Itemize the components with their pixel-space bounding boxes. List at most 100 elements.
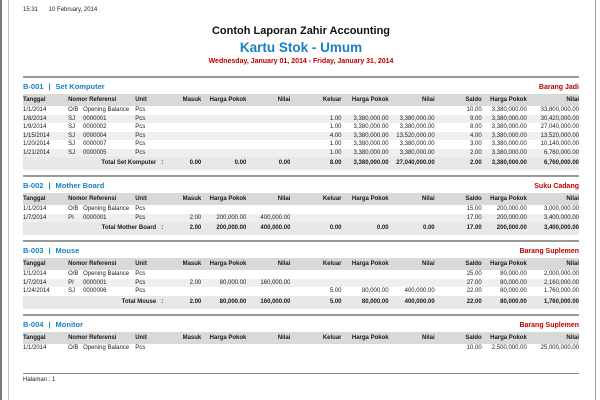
cell-tanggal: 1/1/2014: [23, 344, 47, 351]
cell-saldo-harga-pokok: 3,380,000.00: [491, 132, 527, 139]
section-name: Set Komputer: [55, 82, 105, 91]
cell-saldo-harga-pokok: 80,000.00: [500, 271, 527, 277]
cell-saldo-nilai: 3,400,000.00: [543, 214, 579, 221]
cell-masuk-nilai: [246, 205, 290, 214]
total-keluar-qty: 0.00: [290, 222, 342, 235]
table-row: 1/24/2014 SJ 0000006 Pcs 5.00 80,000.00 …: [23, 287, 579, 296]
section-header-b004: B-004 | Monitor Barang Suplemen: [23, 320, 579, 329]
page-number: Halaman : 1: [23, 377, 56, 383]
cell-masuk-harga-pokok: [201, 140, 246, 149]
table-row: 1/21/2014 SJ 0000005 Pcs 1.00 3,380,000.…: [23, 148, 579, 157]
table-header: Tanggal Nomor Referensi Unit Masuk Harga…: [23, 94, 579, 106]
cell-masuk-qty: [168, 270, 201, 279]
stock-table-b002: Tanggal Nomor Referensi Unit Masuk Harga…: [23, 193, 579, 235]
cell-masuk-nilai: [246, 287, 290, 296]
cell-masuk-harga-pokok: 80,000.00: [219, 279, 247, 286]
section-divider-line: [23, 240, 579, 242]
col-nilai-masuk: Nilai: [246, 94, 291, 106]
cell-keluar-qty: 1.00: [329, 141, 342, 147]
table-row: 1/8/2014 SJ 0000001 Pcs 1.00 3,380,000.0…: [23, 114, 579, 124]
section-category: Barang Jadi: [538, 84, 579, 91]
cell-saldo-harga-pokok: 2,500,000.00: [491, 344, 527, 351]
cell-masuk-qty: 2.00: [189, 214, 202, 221]
section-name: Monitor: [55, 319, 84, 329]
cell-masuk-qty: [168, 344, 201, 353]
table-body: 1/1/2014 O/B Opening Balance Pcs 10.00 3…: [23, 106, 579, 157]
col-harga-pokok-keluar: Harga Pokok: [341, 193, 389, 205]
cell-unit: Pcs: [135, 107, 146, 113]
cell-tanggal: 1/7/2014: [23, 279, 47, 286]
cell-saldo-nilai: 27,040,000.00: [540, 124, 579, 130]
cell-masuk-harga-pokok: [201, 344, 246, 353]
total-label: Total Set Komputer:: [23, 157, 169, 170]
total-saldo-harga-pokok: 3,380,000.00: [481, 157, 527, 170]
cell-unit: Pcs: [135, 141, 146, 147]
cell-saldo-qty: 4.00: [470, 132, 482, 139]
table-row: 1/1/2014 O/B Opening Balance Pcs 25.00 8…: [23, 270, 579, 279]
total-masuk-nilai: 400,000.00: [246, 222, 291, 235]
total-saldo-qty: 2.00: [434, 157, 482, 170]
cell-tanggal: 1/9/2014: [23, 124, 47, 130]
cell-keluar-nilai: [389, 205, 435, 214]
col-nilai-keluar: Nilai: [388, 193, 435, 205]
cell-keluar-harga-pokok: 3,380,000.00: [353, 124, 389, 130]
total-saldo-qty: 22.00: [434, 295, 482, 309]
cell-unit: Pcs: [135, 214, 146, 221]
cell-keluar-qty: 1.00: [329, 149, 342, 156]
total-saldo-nilai: 6,760,000.00: [526, 157, 579, 170]
section-title: B-004 | Monitor: [23, 320, 83, 329]
cell-saldo-qty: 10.00: [466, 344, 482, 351]
cell-ref-no: Opening Balance: [83, 107, 130, 113]
col-masuk: Masuk: [168, 193, 202, 205]
total-masuk-harga-pokok: 200,000.00: [201, 222, 247, 235]
stock-table-b001: Tanggal Nomor Referensi Unit Masuk Harga…: [23, 94, 579, 170]
cell-saldo-qty: 22.00: [466, 288, 482, 294]
cell-masuk-qty: [168, 123, 201, 132]
cell-unit: Pcs: [135, 279, 146, 286]
section-header-b002: B-002 | Mother Board Suku Cadang: [23, 181, 579, 190]
section-title: B-002 | Mother Board: [23, 181, 104, 190]
section-category: Suku Cadang: [534, 183, 579, 190]
cell-masuk-harga-pokok: [201, 132, 246, 141]
cell-ref-no: Opening Balance: [83, 271, 130, 277]
cell-saldo-nilai: 33,800,000.00: [540, 107, 579, 113]
total-masuk-nilai: 0.00: [246, 157, 291, 170]
cell-ref-type: SJ: [68, 288, 76, 294]
section-divider: |: [48, 319, 51, 329]
cell-masuk-qty: [168, 132, 201, 141]
table-total: Total Mother Board: 2.00 200,000.00 400,…: [23, 222, 579, 235]
cell-saldo-qty: 2.00: [470, 149, 482, 156]
total-saldo-nilai: 3,400,000.00: [526, 222, 579, 235]
cell-ref-type: PI: [68, 279, 74, 286]
section-header-b001: B-001 | Set Komputer Barang Jadi: [23, 82, 579, 91]
col-keluar: Keluar: [290, 258, 342, 270]
table-row: 1/7/2014 PI 0000001 Pcs 2.00 80,000.00 1…: [23, 278, 579, 287]
cell-keluar-qty: 1.00: [329, 124, 342, 130]
cell-masuk-harga-pokok: [201, 123, 246, 132]
cell-ref-no: 0000005: [83, 149, 107, 156]
table-row: 1/9/2014 SJ 0000002 Pcs 1.00 3,380,000.0…: [23, 123, 579, 132]
cell-saldo-nilai: 30,420,000.00: [540, 115, 579, 122]
total-saldo-harga-pokok: 80,000.00: [481, 295, 527, 309]
col-harga-pokok-saldo: Harga Pokok: [481, 331, 527, 344]
cell-ref-no: 0000004: [83, 132, 107, 139]
cell-masuk-harga-pokok: [201, 115, 246, 124]
footer-divider-line: [23, 373, 579, 374]
cell-tanggal: 1/1/2014: [23, 206, 47, 212]
cell-ref-no: 0000007: [83, 141, 107, 147]
cell-masuk-harga-pokok: [201, 205, 246, 214]
page-left-inner-edge: [8, 0, 9, 400]
cell-masuk-qty: [168, 205, 201, 214]
cell-saldo-qty: 15.00: [466, 206, 482, 212]
col-saldo: Saldo: [434, 193, 482, 205]
cell-saldo-nilai: 25,000,000.00: [540, 344, 579, 351]
col-nilai-keluar: Nilai: [388, 94, 435, 106]
section-category: Barang Suplemen: [519, 248, 579, 255]
cell-saldo-nilai: 6,760,000.00: [543, 149, 579, 156]
total-row: Total Mother Board: 2.00 200,000.00 400,…: [23, 222, 579, 235]
cell-unit: Pcs: [135, 149, 146, 156]
col-harga-pokok-keluar: Harga Pokok: [341, 331, 389, 344]
cell-keluar-harga-pokok: 80,000.00: [361, 288, 389, 294]
cell-keluar-nilai: 3,380,000.00: [399, 115, 435, 122]
cell-tanggal: 1/7/2014: [23, 214, 47, 221]
